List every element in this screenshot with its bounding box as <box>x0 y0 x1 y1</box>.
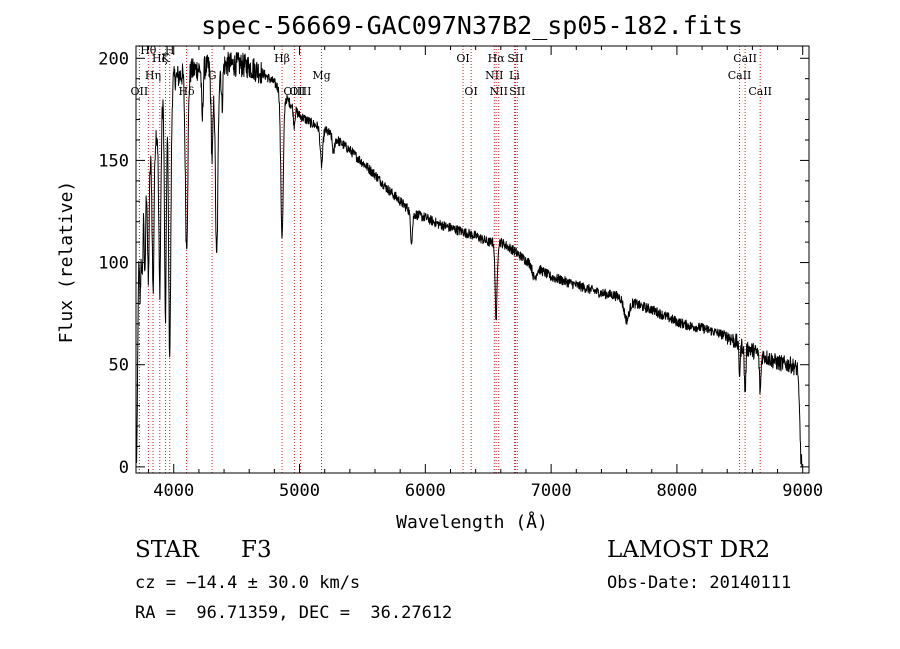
object-class: STAR <box>135 537 199 563</box>
line-marker-label-6: Hδ <box>178 85 195 98</box>
line-marker-label-4: K <box>161 52 170 65</box>
line-marker-label-9: OIII <box>283 85 305 98</box>
y-axis-label: Flux (relative) <box>56 181 77 344</box>
x-tick-label-5: 9000 <box>782 481 823 501</box>
line-marker-label-22: CaII <box>748 85 772 98</box>
x-tick-label-0: 4000 <box>153 481 194 501</box>
line-marker-label-8: Hβ <box>274 52 290 65</box>
line-marker-label-1: Hθ <box>140 44 157 57</box>
line-marker-label-21: CaII <box>733 52 757 65</box>
line-marker-label-3: Hζ <box>152 52 168 65</box>
x-tick-label-1: 5000 <box>279 481 320 501</box>
line-marker-label-16: NII <box>490 85 508 98</box>
line-marker-label-20: CaII <box>728 69 752 82</box>
line-marker-label-10: OIII <box>289 85 311 98</box>
spectrum-series-line <box>136 51 803 468</box>
observation-date: Obs-Date: 20140111 <box>607 573 792 593</box>
redshift-text: cz = −14.4 ± 30.0 km/s <box>135 573 361 593</box>
y-tick-label-4: 200 <box>98 49 129 69</box>
y-tick-label-1: 50 <box>109 356 129 376</box>
line-marker-label-17: Li <box>509 69 520 82</box>
line-marker-label-13: OI <box>464 85 477 98</box>
chart-title: spec-56669-GAC097N37B2_sp05-182.fits <box>201 11 743 40</box>
line-marker-label-15: Hα <box>488 52 506 65</box>
plot-frame <box>135 45 810 474</box>
line-marker-label-7: G <box>208 69 217 82</box>
survey-name: LAMOST DR2 <box>607 537 771 563</box>
line-marker-label-12: OI <box>456 52 469 65</box>
line-marker-label-18: SII <box>507 52 523 65</box>
x-tick-label-4: 8000 <box>656 481 697 501</box>
coordinates-text: RA = 96.71359, DEC = 36.27612 <box>135 603 453 623</box>
line-marker-label-11: Mg <box>312 69 330 82</box>
line-marker-label-0: OII <box>131 85 149 98</box>
y-tick-label-3: 150 <box>98 151 129 171</box>
y-tick-label-0: 0 <box>119 458 129 478</box>
object-subclass: F3 <box>241 537 272 563</box>
line-marker-label-2: Hη <box>145 69 161 82</box>
x-axis-label: Wavelength (Å) <box>396 511 548 533</box>
line-marker-label-5: H <box>165 44 175 57</box>
x-tick-label-3: 7000 <box>531 481 572 501</box>
line-marker-label-19: SII <box>509 85 525 98</box>
x-tick-label-2: 6000 <box>405 481 446 501</box>
y-tick-label-2: 100 <box>98 254 129 274</box>
line-marker-label-14: NII <box>485 69 503 82</box>
